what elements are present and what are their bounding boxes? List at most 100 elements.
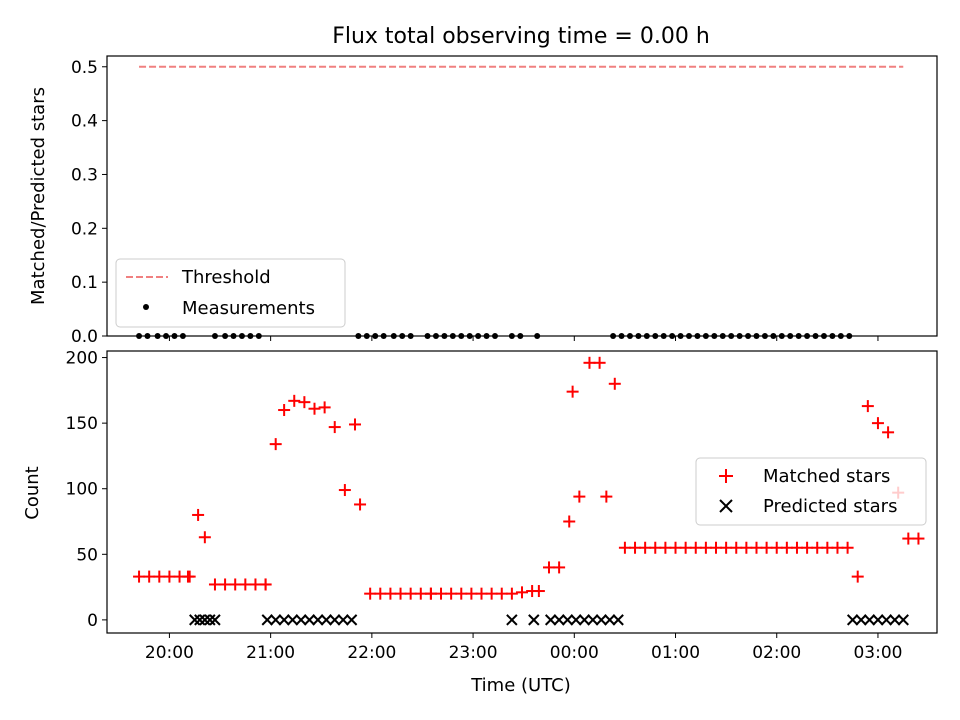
matched-star-point	[532, 585, 545, 598]
top-y-tick-label: 0.3	[71, 165, 98, 185]
matched-star-point	[618, 541, 631, 554]
predicted-star-point	[345, 614, 358, 626]
matched-star-point	[841, 541, 854, 554]
predicted-star-point	[855, 614, 867, 626]
matched-legend-label: Matched stars	[763, 466, 890, 487]
measurement-point	[677, 333, 684, 339]
measurement-point	[534, 333, 541, 339]
predicted-star-point	[570, 614, 582, 626]
predicted-star-point	[194, 614, 206, 626]
matched-star-point	[882, 426, 895, 439]
measurement-point	[179, 333, 186, 339]
matched-star-point	[348, 418, 361, 431]
matched-star-point	[153, 570, 166, 583]
top-legend-box	[115, 258, 346, 328]
measurement-point	[618, 333, 625, 339]
matched-star-point	[740, 541, 753, 554]
measurements-legend-label: Measurements	[182, 298, 315, 319]
matched-star-point	[593, 356, 606, 369]
measurement-point	[483, 333, 490, 339]
bottom-y-tick-label: 150	[66, 414, 98, 434]
measurement-point	[163, 333, 170, 339]
measurement-point	[626, 333, 633, 339]
matched-star-point	[760, 541, 773, 554]
measurement-point	[380, 333, 387, 339]
matched-star-point	[770, 541, 783, 554]
matched-star-point	[338, 484, 351, 497]
bottom-x-tick-label: 01:00	[651, 643, 700, 663]
matched-star-point	[288, 394, 301, 407]
predicted-star-point	[544, 614, 557, 626]
measurement-point	[770, 333, 777, 339]
matched-star-point	[424, 587, 437, 600]
measurement-point	[517, 333, 524, 339]
measurement-point	[652, 333, 659, 339]
top-y-axis: 0.0 0.1 0.2 0.3 0.4 0.5	[71, 58, 107, 347]
matched-star-point	[649, 541, 662, 554]
measurement-point	[702, 333, 709, 339]
matched-star-point	[414, 587, 427, 600]
measurement-point	[247, 333, 254, 339]
measurement-point	[466, 333, 473, 339]
matched-star-point	[780, 541, 793, 554]
matched-star-point	[861, 400, 874, 413]
measurement-point	[144, 333, 151, 339]
predicted-star-point	[604, 614, 616, 626]
matched-star-point	[553, 561, 566, 574]
predicted-legend-swatch	[719, 499, 733, 513]
measurement-point	[753, 333, 760, 339]
measurement-point	[728, 333, 735, 339]
matched-star-point	[183, 570, 196, 583]
matched-star-point	[831, 541, 844, 554]
matched-star-point	[821, 541, 834, 554]
predicted-star-point	[204, 614, 216, 626]
measurement-point	[355, 333, 362, 339]
matched-star-point	[790, 541, 803, 554]
predicted-star-point	[295, 614, 307, 626]
threshold-legend-label: Threshold	[181, 267, 271, 288]
top-y-axis-label: Matched/Predicted stars	[28, 87, 49, 305]
matched-star-point	[669, 541, 682, 554]
matched-stars-layer	[133, 356, 925, 600]
measurement-point	[719, 333, 726, 339]
matched-star-point	[445, 587, 458, 600]
matched-star-point	[750, 541, 763, 554]
matched-star-point	[871, 417, 884, 430]
predicted-star-point	[880, 614, 893, 626]
matched-star-point	[730, 541, 743, 554]
matched-legend-swatch	[719, 469, 733, 483]
matched-star-point	[608, 377, 621, 390]
measurements-legend-swatch	[143, 304, 149, 310]
predicted-star-point	[889, 614, 901, 626]
measurement-point	[372, 333, 379, 339]
measurement-point	[846, 333, 853, 339]
measurement-point	[820, 333, 827, 339]
measurement-point	[610, 333, 617, 339]
predicted-star-point	[872, 614, 884, 626]
top-y-tick-label: 0.1	[71, 273, 98, 293]
bottom-y-tick-label: 100	[66, 480, 98, 500]
predicted-star-point	[578, 614, 591, 626]
matched-star-point	[249, 578, 262, 591]
bottom-x-axis: 20:00 21:00 22:00 23:00 00:00 01:00 02:00 03:00	[145, 633, 902, 663]
measurement-point	[508, 333, 515, 339]
bottom-x-tick-label: 20:00	[145, 643, 194, 663]
predicted-star-point	[561, 614, 574, 626]
matched-star-point	[710, 541, 723, 554]
matched-star-point	[298, 396, 311, 409]
matched-star-point	[239, 578, 252, 591]
top-y-tick-label: 0.5	[71, 58, 98, 78]
matched-star-point	[679, 541, 692, 554]
matched-star-point	[573, 490, 586, 503]
bottom-x-tick-label: 02:00	[752, 643, 801, 663]
measurement-point	[154, 333, 161, 339]
matched-star-point	[269, 438, 282, 451]
measurement-point	[363, 333, 370, 339]
matched-star-point	[229, 578, 242, 591]
matched-star-point	[219, 578, 232, 591]
predicted-star-point	[320, 614, 333, 626]
matched-star-point	[354, 498, 367, 511]
matched-star-point	[659, 541, 672, 554]
predicted-star-point	[846, 614, 859, 626]
